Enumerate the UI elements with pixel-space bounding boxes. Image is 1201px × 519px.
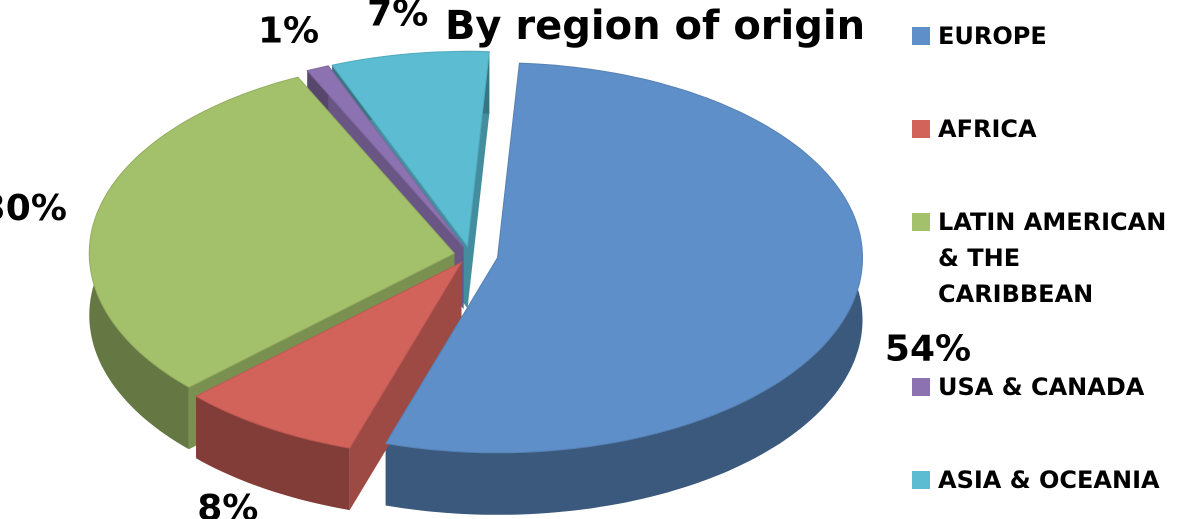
legend-label: EUROPE [938,22,1047,50]
pie-slice [331,50,490,248]
chart-title: By region of origin [445,3,865,49]
data-label: 1% [258,10,319,51]
legend-swatch [912,471,930,489]
slice-side [196,396,350,511]
data-label: 30% [0,188,67,229]
legend-label: ASIA & OCEANIA [938,466,1160,494]
legend-swatch [912,378,930,396]
slice-side [385,63,863,515]
data-label: 54% [885,329,971,370]
legend-label: LATIN AMERICAN & THE CARIBBEAN [938,208,1167,308]
legend-swatch [912,213,930,231]
slice-cut-face [467,51,490,309]
pie-slice [306,65,465,248]
legend-item: AFRICA [912,111,1182,147]
legend-label: USA & CANADA [938,373,1145,401]
data-label: 7% [367,0,428,34]
legend-label: AFRICA [938,115,1037,143]
legend-swatch [912,27,930,45]
legend-item: EUROPE [912,18,1182,54]
pie-slice [88,76,456,388]
data-label: 8% [197,488,258,519]
pie-slice [195,261,463,449]
legend-item: USA & CANADA [912,369,1182,405]
legend: EUROPE AFRICA LATIN AMERICAN & THE CARIBBE… [912,18,1182,498]
pie-slice [384,62,863,454]
legend-swatch [912,120,930,138]
legend-item: ASIA & OCEANIA [912,462,1182,498]
legend-item: LATIN AMERICAN & THE CARIBBEAN [912,204,1182,312]
